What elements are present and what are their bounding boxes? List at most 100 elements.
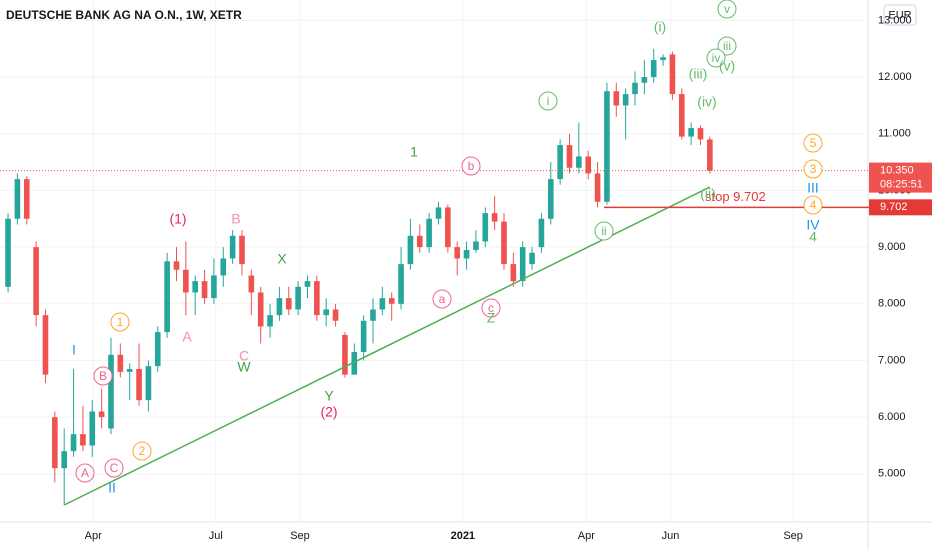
wave-circle bbox=[75, 463, 95, 483]
candle-body bbox=[426, 218, 432, 248]
wave-label: A bbox=[182, 329, 192, 345]
candle-body bbox=[622, 94, 629, 106]
candle-body bbox=[164, 261, 170, 333]
candle-body bbox=[332, 309, 339, 321]
wave-circle bbox=[132, 441, 152, 461]
stop-label: stop 9.702 bbox=[705, 189, 766, 204]
candle-body bbox=[136, 368, 142, 401]
candle-body bbox=[407, 235, 414, 265]
candle-body bbox=[594, 173, 601, 202]
y-tick-label: 11.000 bbox=[878, 128, 911, 140]
candle-body bbox=[211, 275, 217, 299]
wave-label: 2 bbox=[139, 444, 146, 458]
wave-label: 1 bbox=[117, 315, 124, 329]
x-tick-label: Apr bbox=[85, 530, 102, 542]
wave-circle bbox=[432, 289, 452, 309]
wave-label: A bbox=[81, 466, 89, 480]
candle-body bbox=[33, 247, 39, 316]
candle-body bbox=[445, 207, 451, 248]
candle-body bbox=[519, 247, 526, 282]
candle-body bbox=[585, 156, 592, 174]
wave-circle bbox=[104, 458, 124, 478]
candle-body bbox=[379, 298, 386, 310]
candle-body bbox=[276, 298, 283, 316]
last-price-box bbox=[869, 162, 932, 193]
candle-body bbox=[360, 320, 367, 352]
wave-circle bbox=[803, 133, 823, 153]
wave-circle bbox=[594, 221, 614, 241]
wave-label: ii bbox=[601, 224, 606, 238]
candle-body bbox=[388, 298, 395, 304]
wave-label: (iv) bbox=[697, 94, 716, 110]
candle-body bbox=[323, 309, 330, 316]
candle-body bbox=[295, 286, 301, 310]
wave-label: b bbox=[468, 159, 475, 173]
candle-body bbox=[482, 213, 489, 242]
candle-body bbox=[678, 94, 685, 137]
candle-body bbox=[491, 213, 498, 222]
wave-circle bbox=[706, 48, 726, 68]
wave-circle bbox=[717, 36, 737, 56]
candle-body bbox=[220, 258, 227, 276]
wave-label: B bbox=[231, 211, 240, 227]
wave-label: v bbox=[724, 2, 730, 16]
candle-body bbox=[547, 179, 554, 219]
wave-label: (v) bbox=[719, 58, 735, 74]
wave-label: Y bbox=[324, 388, 334, 404]
currency-box[interactable] bbox=[883, 4, 917, 26]
candle-body bbox=[632, 82, 638, 95]
wave-circle bbox=[93, 366, 113, 386]
candle-body bbox=[23, 179, 30, 219]
candle-body bbox=[370, 309, 376, 321]
candle-body bbox=[351, 351, 358, 375]
wave-label: C bbox=[110, 461, 119, 475]
wave-label: iv bbox=[712, 51, 721, 65]
x-tick-label: 2021 bbox=[451, 530, 475, 542]
candle-body bbox=[566, 145, 573, 168]
candle-body bbox=[201, 281, 208, 299]
candle-body bbox=[173, 261, 180, 270]
candle-body bbox=[61, 451, 67, 469]
candle-body bbox=[398, 264, 404, 304]
candle-body bbox=[314, 281, 320, 316]
wave-label: IV bbox=[806, 217, 820, 233]
candle-body bbox=[52, 417, 58, 469]
candle-body bbox=[5, 218, 11, 287]
candle-body bbox=[529, 252, 535, 265]
wave-label: 5 bbox=[810, 136, 817, 150]
wave-label: iii bbox=[723, 39, 731, 53]
y-tick-label: 9.000 bbox=[878, 241, 906, 253]
x-tick-label: Jun bbox=[662, 530, 680, 542]
candle-body bbox=[108, 354, 114, 429]
x-tick-label: Apr bbox=[578, 530, 595, 542]
candle-body bbox=[267, 315, 273, 327]
candle-body bbox=[463, 249, 470, 259]
wave-label: c bbox=[488, 301, 494, 315]
candle-body bbox=[538, 218, 545, 248]
y-tick-label: 7.000 bbox=[878, 354, 906, 366]
candle-body bbox=[89, 411, 96, 446]
wave-label: X bbox=[277, 251, 287, 267]
y-tick-label: 8.000 bbox=[878, 298, 906, 310]
x-tick-label: Sep bbox=[290, 530, 310, 542]
candle-body bbox=[707, 139, 713, 171]
candle-body bbox=[126, 368, 133, 372]
candle-body bbox=[342, 334, 348, 375]
candle-body bbox=[117, 354, 124, 372]
wave-circle bbox=[461, 156, 481, 176]
candle-body bbox=[688, 128, 694, 137]
candle-body bbox=[641, 77, 648, 83]
wave-label: (2) bbox=[320, 404, 337, 420]
candle-body bbox=[435, 207, 442, 219]
wave-circle bbox=[803, 159, 823, 179]
candle-body bbox=[613, 91, 620, 106]
countdown: 08:25:51 bbox=[880, 179, 923, 191]
candle-body bbox=[473, 241, 479, 250]
candle-body bbox=[416, 235, 423, 248]
wave-label: 3 bbox=[810, 162, 817, 176]
candle-body bbox=[183, 269, 189, 293]
candles bbox=[5, 48, 713, 505]
wave-label: a bbox=[439, 292, 446, 306]
currency: EUR bbox=[888, 9, 911, 21]
